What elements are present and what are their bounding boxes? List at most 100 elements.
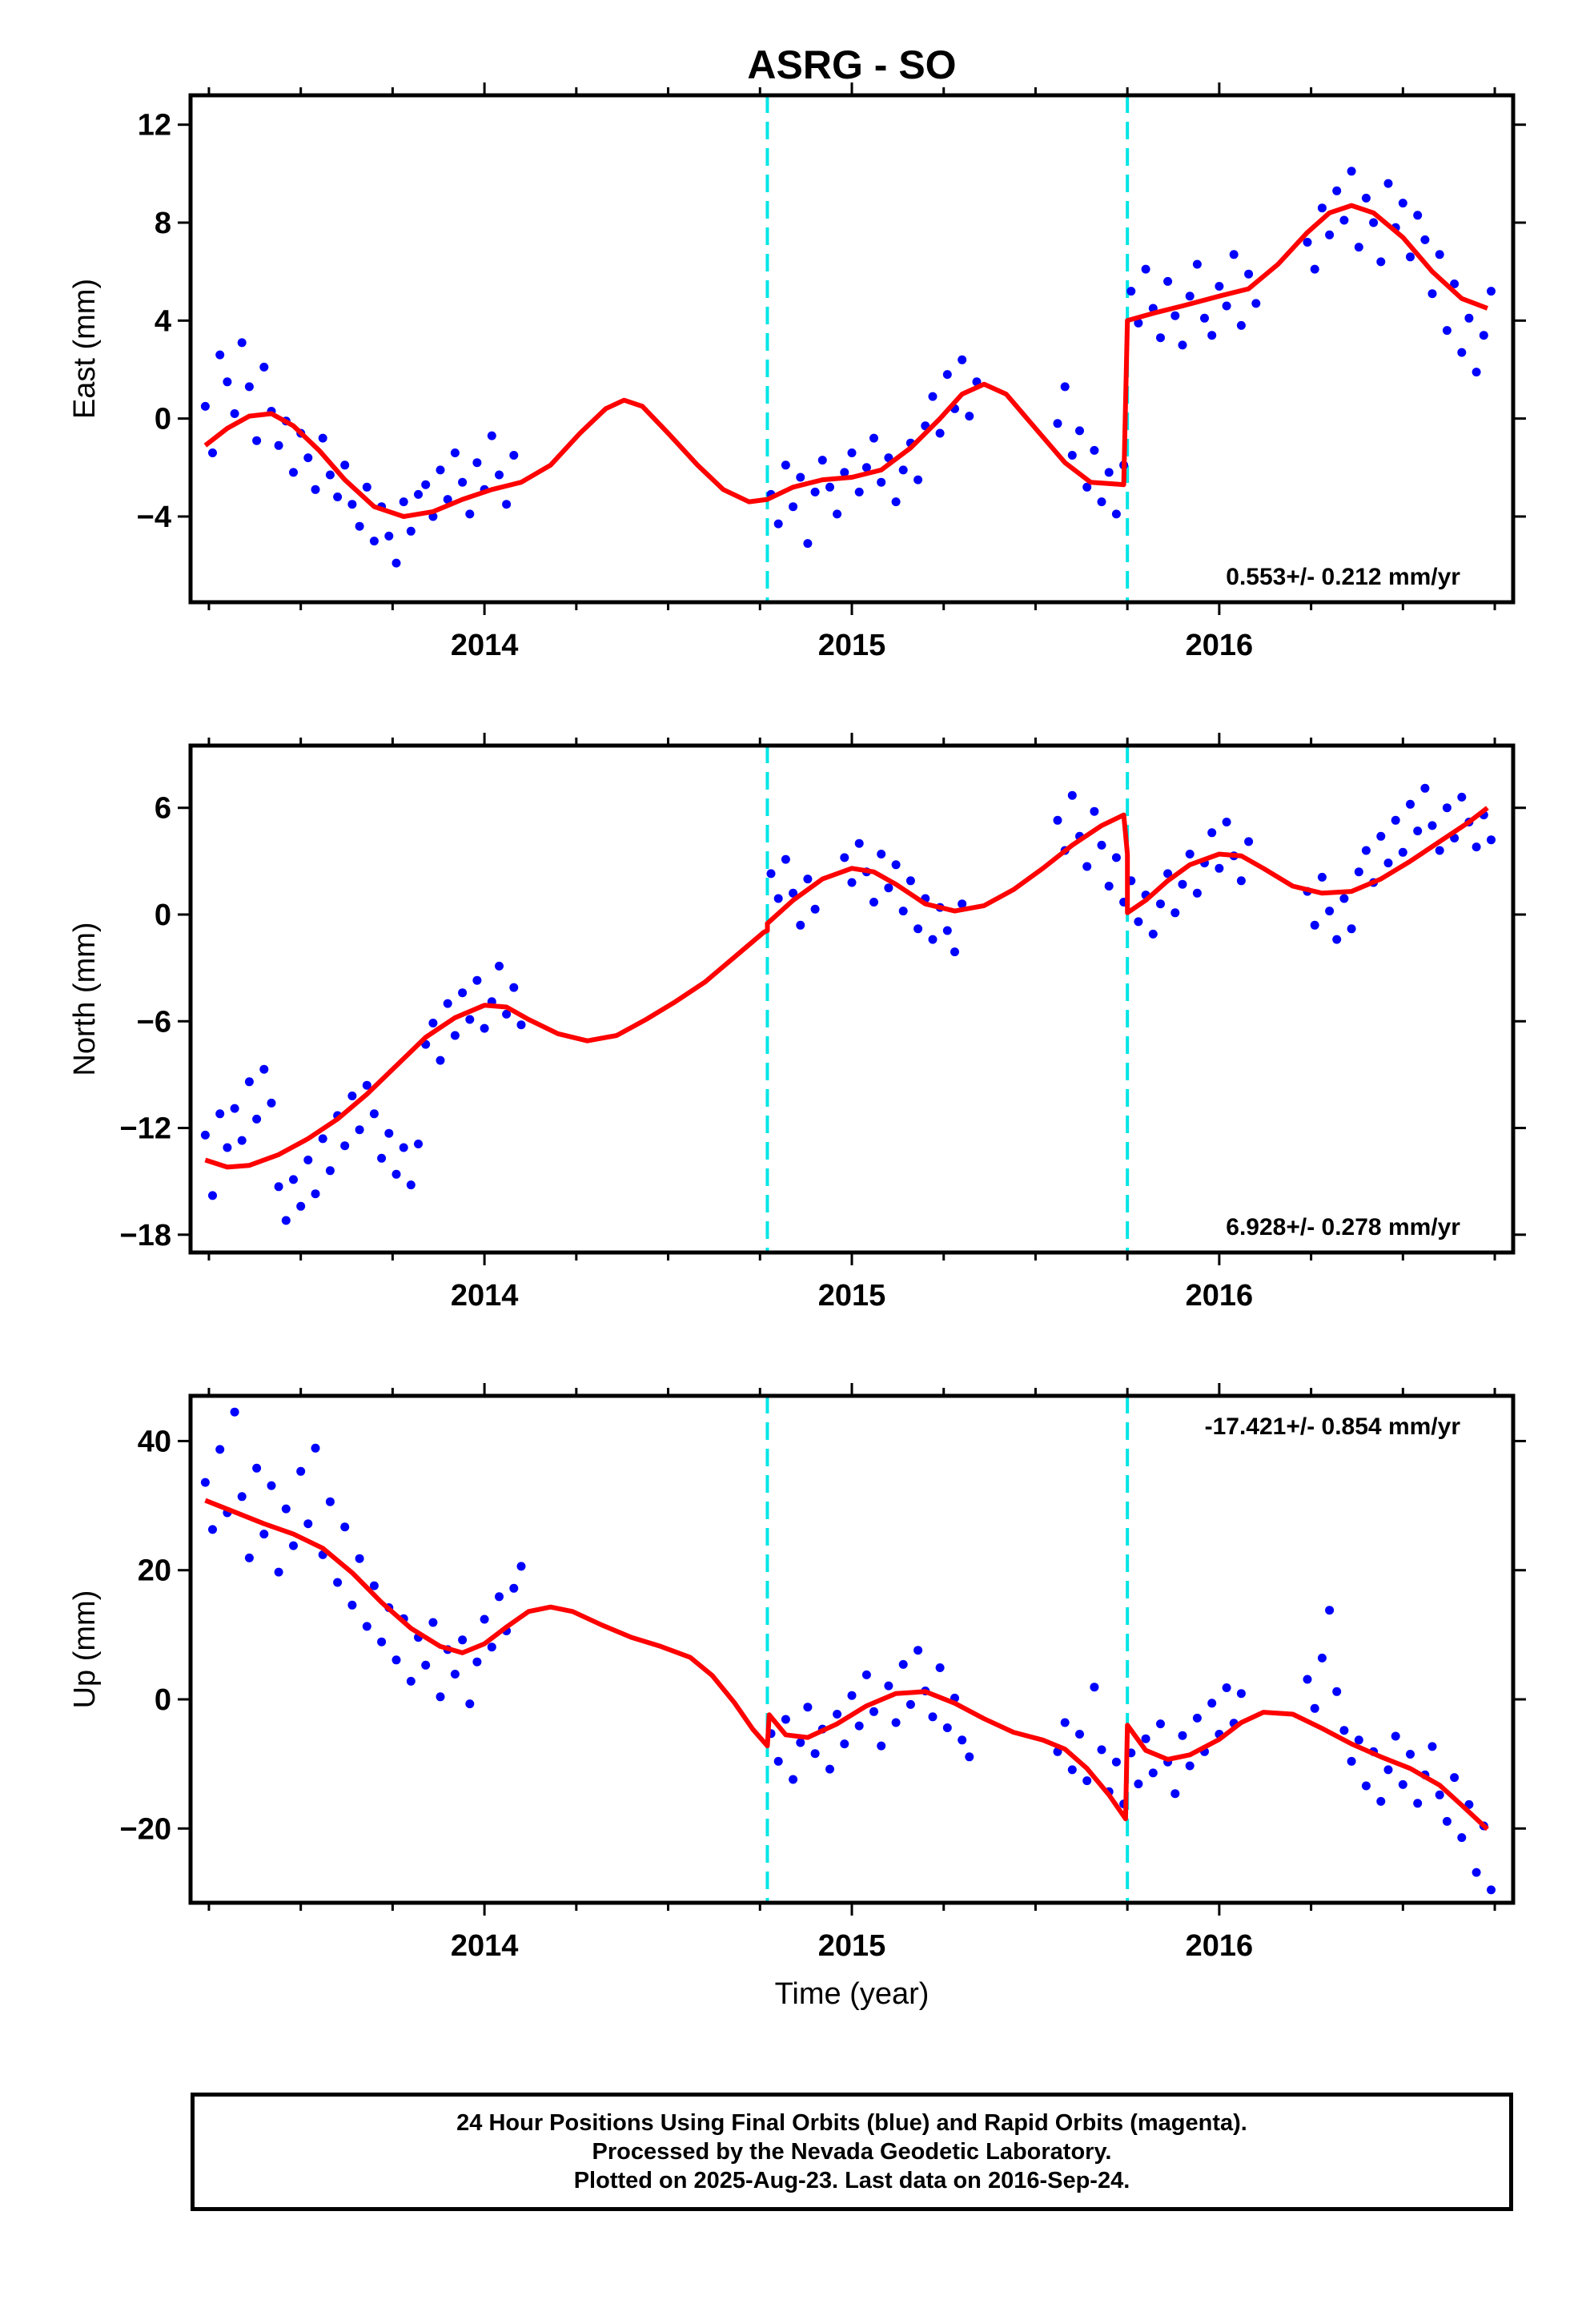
- data-point: [869, 433, 878, 443]
- data-point: [1413, 211, 1423, 220]
- data-point: [935, 1663, 945, 1672]
- x-tick-label: 2016: [1186, 629, 1254, 662]
- data-point: [1435, 1790, 1444, 1799]
- data-point: [817, 456, 827, 465]
- data-point: [296, 1201, 306, 1211]
- x-tick-label: 2014: [451, 1279, 519, 1313]
- data-point: [296, 1466, 306, 1476]
- data-point: [259, 362, 269, 372]
- model-line: [204, 806, 1489, 1170]
- panel-1: 2014 2015 2016 −4 0 4 8 12 East (mm) 0.553+/- 0.2…: [68, 82, 1526, 662]
- data-point: [789, 502, 798, 512]
- data-point: [913, 475, 923, 485]
- data-point: [1192, 259, 1202, 269]
- data-point: [458, 1635, 468, 1645]
- data-point: [487, 431, 496, 440]
- data-point: [274, 1567, 283, 1577]
- data-point: [509, 1583, 519, 1593]
- data-point: [340, 1522, 350, 1532]
- rate-label: 6.928+/- 0.278 mm/yr: [1226, 1214, 1460, 1240]
- data-point: [1156, 1719, 1165, 1729]
- data-point: [1376, 831, 1386, 841]
- data-point: [1361, 1781, 1371, 1791]
- y-tick-label: 20: [138, 1554, 171, 1588]
- data-point: [347, 1092, 357, 1100]
- data-point: [333, 493, 343, 501]
- x-tick-label: 2015: [818, 1929, 886, 1963]
- data-point: [1310, 1703, 1319, 1713]
- x-tick-label: 2016: [1186, 1279, 1254, 1313]
- data-point: [252, 436, 262, 445]
- data-point: [1215, 863, 1224, 873]
- data-point: [1361, 193, 1371, 203]
- data-point: [854, 838, 864, 848]
- data-point: [495, 1592, 504, 1602]
- data-point: [796, 472, 805, 482]
- panel-3: 2014 2015 2016 −20 0 20 40 Up (mm) -17.421+/- 0.…: [68, 1383, 1526, 1963]
- y-axis-label: Up (mm): [68, 1590, 102, 1709]
- data-point: [355, 521, 364, 531]
- y-tick-label: 6: [155, 792, 171, 826]
- data-point: [1082, 482, 1092, 492]
- data-point: [958, 899, 967, 909]
- data-points: [200, 783, 1496, 1225]
- data-point: [274, 440, 283, 450]
- data-point: [877, 477, 886, 487]
- data-point: [509, 983, 519, 992]
- data-point: [289, 1541, 298, 1550]
- data-point: [1090, 806, 1099, 816]
- data-point: [1207, 331, 1217, 340]
- data-point: [472, 458, 482, 468]
- data-point: [362, 1080, 371, 1090]
- data-point: [428, 1618, 438, 1627]
- y-tick-label: −12: [120, 1112, 171, 1146]
- data-point: [884, 1681, 893, 1691]
- data-point: [244, 382, 254, 392]
- data-point: [223, 1143, 232, 1152]
- data-point: [472, 1657, 482, 1667]
- data-point: [1163, 869, 1173, 879]
- data-point: [414, 1140, 423, 1148]
- data-point: [913, 924, 923, 934]
- data-point: [840, 1739, 849, 1749]
- data-point: [480, 1614, 489, 1624]
- data-point: [369, 537, 379, 546]
- data-point: [450, 1031, 460, 1040]
- data-point: [935, 428, 945, 438]
- data-point: [391, 1655, 401, 1665]
- data-point: [1413, 826, 1423, 836]
- data-point: [1053, 815, 1062, 825]
- data-point: [1244, 837, 1254, 846]
- data-point: [495, 961, 504, 971]
- y-axis-label: East (mm): [68, 279, 102, 419]
- y-tick-label: 4: [155, 304, 171, 338]
- x-axis-label: Time (year): [775, 1977, 930, 2011]
- data-point: [1383, 858, 1393, 868]
- data-point: [384, 1128, 394, 1138]
- data-point: [369, 1109, 379, 1119]
- data-point: [450, 1670, 460, 1679]
- data-point: [1442, 1816, 1452, 1826]
- data-point: [340, 1141, 350, 1151]
- data-point: [1303, 238, 1312, 247]
- data-point: [1178, 879, 1187, 889]
- figure-title: ASRG - SO: [747, 42, 956, 87]
- data-point: [1450, 1773, 1460, 1783]
- panel-2: 2014 2015 2016 −18 −12 −6 0 6 North (mm) 6.928+/-…: [68, 733, 1526, 1313]
- data-point: [1111, 853, 1121, 862]
- data-point: [1185, 292, 1195, 301]
- data-point: [421, 1660, 431, 1670]
- data-point: [1354, 867, 1363, 877]
- data-point: [1141, 1734, 1150, 1743]
- caption-line-2: Processed by the Nevada Geodetic Laborat…: [592, 2139, 1112, 2165]
- data-point: [847, 878, 857, 887]
- data-point: [1097, 497, 1106, 507]
- model-line: [203, 203, 1488, 519]
- data-point: [1104, 882, 1114, 891]
- data-point: [502, 1009, 512, 1019]
- data-point: [230, 409, 239, 418]
- data-point: [1442, 803, 1452, 813]
- data-point: [950, 947, 959, 957]
- data-point: [1317, 203, 1327, 213]
- data-point: [1383, 179, 1393, 188]
